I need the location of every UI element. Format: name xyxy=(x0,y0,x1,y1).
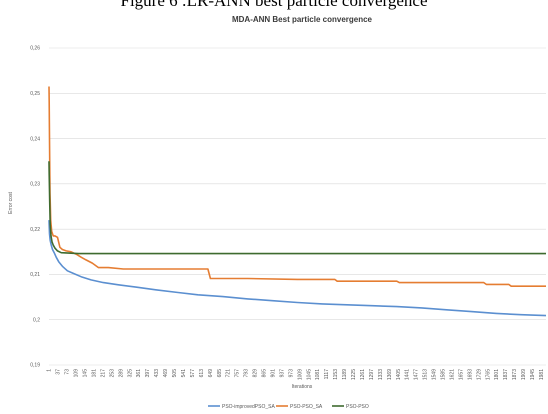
y-tick-label: 0,23 xyxy=(30,182,40,188)
x-tick-label: 1837 xyxy=(503,369,509,380)
x-tick-label: 1369 xyxy=(387,369,393,380)
x-tick-label: 1621 xyxy=(449,369,455,380)
x-tick-label: 1333 xyxy=(378,369,384,380)
x-tick-label: 181 xyxy=(91,369,97,378)
legend-label: PSO-PSO xyxy=(346,404,369,410)
x-tick-label: 325 xyxy=(127,369,133,378)
legend: PSO-improvedPSO_SA PSO-PSO_SA PSO-PSO xyxy=(208,404,369,410)
x-tick-label: 1117 xyxy=(324,369,330,380)
x-tick-label: 1045 xyxy=(306,369,312,380)
x-tick-label: 1009 xyxy=(297,369,303,380)
x-tick-label: 541 xyxy=(181,369,187,378)
y-tick-label: 0,24 xyxy=(30,136,40,142)
x-tick-label: 1909 xyxy=(521,369,527,380)
chart-title: MDA-ANN Best particle convergence xyxy=(232,15,373,24)
x-tick-label: 1405 xyxy=(396,369,402,380)
x-tick-label: 1585 xyxy=(441,369,447,380)
x-tick-label: 901 xyxy=(270,369,276,378)
series-line xyxy=(48,86,546,288)
x-tick-label: 1441 xyxy=(405,369,411,380)
x-tick-labels: 1 37 73 109 145 181 217 253 289 325 361 397 433 469 50… xyxy=(47,369,545,380)
x-tick-label: 469 xyxy=(163,369,169,378)
x-tick-label: 1981 xyxy=(539,369,545,380)
x-tick-label: 253 xyxy=(109,369,115,378)
x-tick-label: 649 xyxy=(208,369,214,378)
x-tick-label: 1945 xyxy=(530,369,536,380)
x-tick-label: 1081 xyxy=(315,369,321,380)
y-tick-label: 0,22 xyxy=(30,227,40,233)
y-tick-label: 0,26 xyxy=(30,46,40,52)
x-tick-label: 685 xyxy=(217,369,223,378)
x-tick-label: 505 xyxy=(172,369,178,378)
x-tick-label: 397 xyxy=(145,369,151,378)
x-tick-label: 1261 xyxy=(360,369,366,380)
y-tick-labels: 0,19 0,2 0,21 0,22 0,23 0,24 0,25 0,26 xyxy=(30,46,40,369)
y-tick-label: 0,25 xyxy=(30,91,40,97)
x-tick-label: 1477 xyxy=(414,369,420,380)
y-tick-label: 0,19 xyxy=(30,363,40,369)
y-tick-label: 0,21 xyxy=(30,272,40,278)
x-tick-label: 1225 xyxy=(351,369,357,380)
x-tick-label: 37 xyxy=(56,369,62,375)
x-tick-label: 757 xyxy=(235,369,241,378)
x-tick-label: 289 xyxy=(118,369,124,378)
x-tick-label: 1657 xyxy=(458,369,464,380)
x-tick-label: 433 xyxy=(154,369,160,378)
x-tick-label: 1153 xyxy=(333,369,339,380)
series-lines xyxy=(48,86,547,317)
x-axis-label: Iterations xyxy=(292,384,313,390)
figure-caption: Figure 6 :LR-ANN best particle convergen… xyxy=(120,0,428,10)
x-tick-label: 973 xyxy=(288,369,294,378)
x-tick-label: 217 xyxy=(100,369,106,378)
x-tick-label: 937 xyxy=(279,369,285,378)
x-tick-label: 145 xyxy=(83,369,89,378)
y-tick-label: 0,2 xyxy=(33,317,40,323)
x-tick-label: 1765 xyxy=(485,369,491,380)
x-tick-label: 1549 xyxy=(432,369,438,380)
x-tick-label: 613 xyxy=(199,369,205,378)
x-tick-label: 1297 xyxy=(369,369,375,380)
x-tick-label: 1729 xyxy=(476,369,482,380)
x-tick-label: 1873 xyxy=(512,369,518,380)
y-axis-label: Error cost xyxy=(8,192,14,214)
series-line xyxy=(48,161,546,255)
y-gridlines xyxy=(49,47,546,366)
x-tick-label: 109 xyxy=(74,369,80,378)
x-tick-label: 361 xyxy=(136,369,142,378)
series-line xyxy=(48,220,547,317)
x-tick-label: 865 xyxy=(262,369,268,378)
x-tick-label: 577 xyxy=(190,369,196,378)
legend-label: PSO-PSO_SA xyxy=(290,404,323,410)
x-tick-label: 721 xyxy=(226,369,232,378)
x-tick-label: 1 xyxy=(47,369,53,372)
legend-label: PSO-improvedPSO_SA xyxy=(222,404,275,410)
x-tick-label: 73 xyxy=(65,369,71,375)
x-tick-label: 1801 xyxy=(494,369,500,380)
x-tick-label: 793 xyxy=(244,369,250,378)
x-tick-label: 1513 xyxy=(423,369,429,380)
x-tick-label: 1189 xyxy=(342,369,348,380)
x-tick-label: 829 xyxy=(253,369,259,378)
x-tick-label: 1693 xyxy=(467,369,473,380)
